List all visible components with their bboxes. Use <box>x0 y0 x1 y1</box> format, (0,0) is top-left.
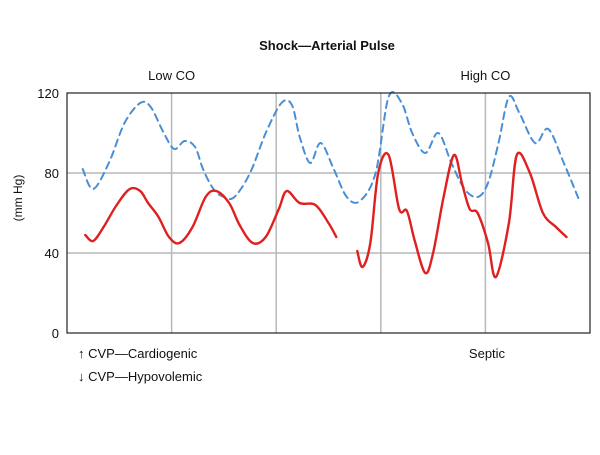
annotation-septic: Septic <box>469 346 506 361</box>
y-tick-label-0: 0 <box>52 326 59 341</box>
series-line-red-segment-2 <box>356 151 568 279</box>
region-label-low-co: Low CO <box>148 68 195 83</box>
chart-title: Shock—Arterial Pulse <box>259 38 395 53</box>
y-tick-label-120: 120 <box>37 86 59 101</box>
y-axis-label: (mm Hg) <box>11 175 25 222</box>
annotation-hypovolemic: ↓ CVP—Hypovolemic <box>78 369 203 384</box>
series-line-dashed-blue <box>81 91 581 204</box>
series-lines <box>81 91 581 279</box>
region-label-high-co: High CO <box>460 68 510 83</box>
plot-frame <box>66 92 591 334</box>
y-tick-labels: 0 40 80 120 <box>37 86 59 341</box>
y-tick-label-80: 80 <box>45 166 59 181</box>
annotation-cardiogenic: ↑ CVP—Cardiogenic <box>78 346 198 361</box>
series-line-red-segment-1 <box>84 186 338 245</box>
grid-lines <box>67 93 590 333</box>
y-tick-label-40: 40 <box>45 246 59 261</box>
